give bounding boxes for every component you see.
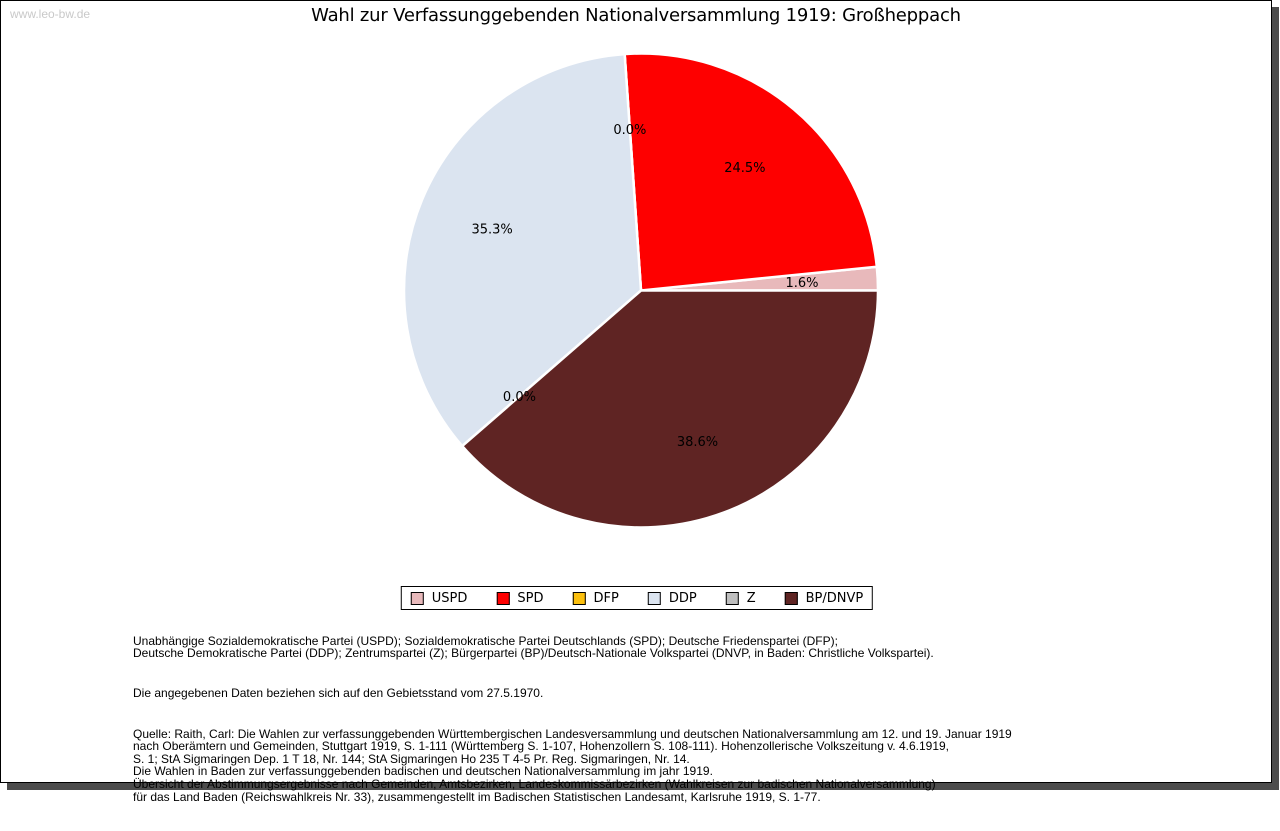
legend-label-dfp: DFP	[593, 590, 619, 606]
legend-swatch-uspd	[410, 591, 424, 605]
note-party-abbreviations: Unabhängige Sozialdemokratische Partei (…	[133, 633, 934, 661]
legend-label-z: Z	[746, 590, 756, 606]
legend-swatch-dfp	[572, 591, 586, 605]
footer-notes: Unabhängige Sozialdemokratische Partei (…	[133, 622, 1163, 831]
pie-percentage-label-spd: 24.5%	[724, 161, 765, 176]
legend-label-bp-dnvp: BP/DNVP	[805, 590, 864, 606]
note-source: Quelle: Raith, Carl: Die Wahlen zur verf…	[133, 726, 1012, 804]
legend-label-uspd: USPD	[431, 590, 468, 606]
pie-chart: 1.6% 24.5% 0.0% 35.3% 0.0% 38.6%	[402, 52, 880, 529]
pie-percentage-label-z: 0.0%	[503, 390, 536, 405]
chart-page: www.leo-bw.de Wahl zur Verfassunggebende…	[0, 0, 1272, 803]
legend-item-dfp: DFP	[572, 590, 619, 606]
pie-slice-spd	[623, 52, 879, 292]
legend-label-ddp: DDP	[668, 590, 697, 606]
legend: USPD SPD DFP DDP Z BP/DNVP	[400, 586, 874, 610]
legend-item-spd: SPD	[496, 590, 544, 606]
legend-item-z: Z	[725, 590, 756, 606]
legend-item-ddp: DDP	[647, 590, 697, 606]
pie-percentage-label-dfp: 0.0%	[613, 123, 646, 138]
legend-swatch-bp-dnvp	[784, 591, 798, 605]
legend-item-uspd: USPD	[410, 590, 468, 606]
legend-swatch-ddp	[647, 591, 661, 605]
watermark: www.leo-bw.de	[10, 7, 91, 21]
page-title: Wahl zur Verfassunggebenden Nationalvers…	[311, 5, 961, 26]
pie-percentage-label-uspd: 1.6%	[785, 276, 818, 291]
legend-swatch-spd	[496, 591, 510, 605]
note-territorial-status: Die angegebenen Daten beziehen sich auf …	[133, 686, 544, 701]
legend-swatch-z	[725, 591, 739, 605]
legend-item-bp-dnvp: BP/DNVP	[784, 590, 864, 606]
pie-percentage-label-ddp: 35.3%	[471, 222, 512, 237]
pie-slice-bp-dnvp	[460, 289, 880, 529]
pie-slice-ddp	[402, 52, 643, 448]
legend-label-spd: SPD	[517, 590, 544, 606]
pie-percentage-label-bp-dnvp: 38.6%	[677, 435, 718, 450]
